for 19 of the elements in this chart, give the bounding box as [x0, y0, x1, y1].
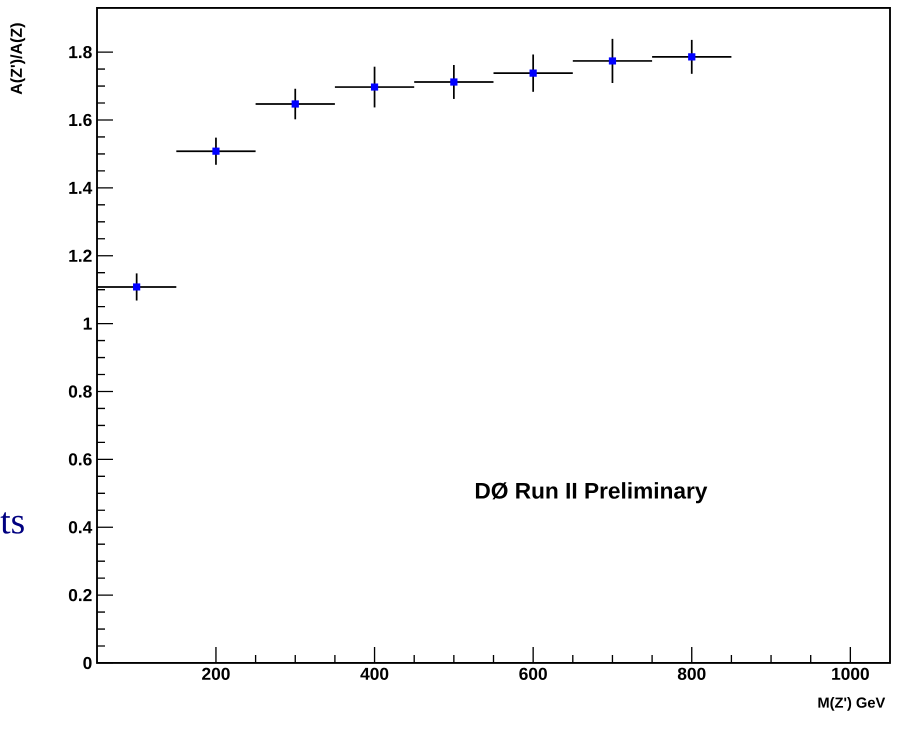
y-axis-title: A(Z')/A(Z)	[10, 23, 26, 94]
y-tick-label: 0.8	[68, 385, 92, 398]
x-tick-label: 800	[678, 668, 706, 680]
y-tick-label: 1.4	[69, 182, 92, 194]
annotation: DØ Run II Preliminary	[476, 482, 708, 504]
y-tick-label: 1.8	[69, 46, 92, 58]
text: ts	[0, 512, 24, 534]
y-tick-label: 1	[84, 318, 92, 330]
x-tick-label: 400	[360, 668, 388, 680]
y-tick-label: 1.6	[69, 114, 92, 126]
x-tick-label: 200	[202, 668, 230, 680]
x-tick-label: 1000	[832, 668, 869, 680]
y-tick-label: 0	[83, 656, 92, 670]
x-tick-label: 600	[519, 668, 547, 680]
y-tick-label: 1.2	[69, 250, 92, 262]
x-axis-title: M(Z') GeV	[818, 697, 886, 711]
y-tick-label: 0.2	[68, 588, 92, 602]
y-tick-label: 0.4	[68, 521, 92, 534]
y-tick-label: 0.6	[68, 453, 92, 466]
